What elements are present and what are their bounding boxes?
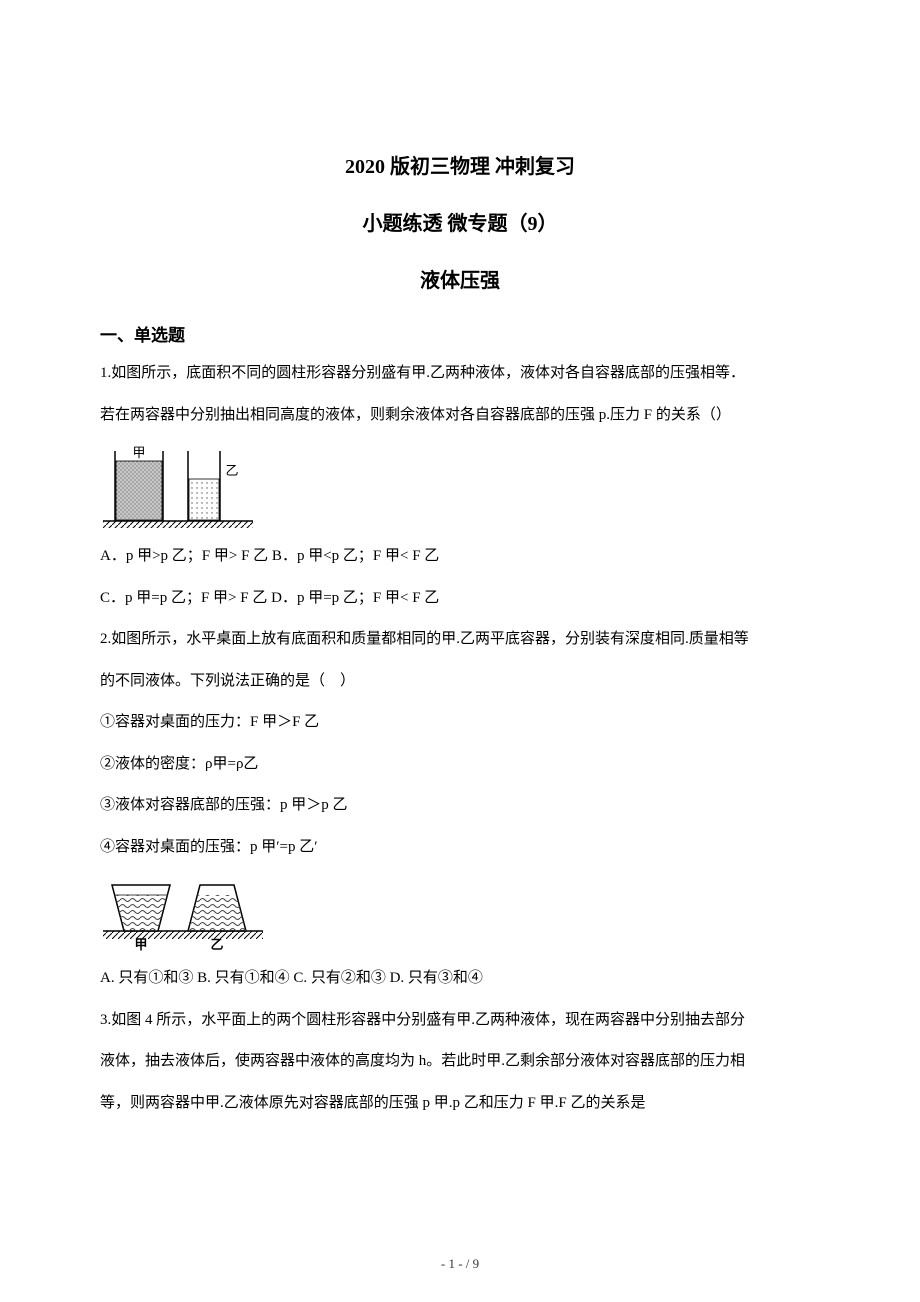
q2-figure: 甲 乙 (100, 873, 270, 953)
q1-stem-line1: 1.如图所示，底面积不同的圆柱形容器分别盛有甲.乙两种液体，液体对各自容器底部的… (100, 358, 820, 390)
q2-label-yi: 乙 (210, 937, 223, 952)
section-heading: 一、单选题 (100, 321, 820, 346)
q2-statement-3: ③液体对容器底部的压强：p 甲＞p 乙 (100, 790, 820, 822)
title-sub-2: 液体压强 (100, 264, 820, 293)
q3-stem-line1: 3.如图 4 所示，水平面上的两个圆柱形容器中分别盛有甲.乙两种液体，现在两容器… (100, 1005, 820, 1037)
q2-statement-1: ①容器对桌面的压力：F 甲＞F 乙 (100, 707, 820, 739)
q1-options-line1: A．p 甲>p 乙；F 甲> F 乙 B．p 甲<p 乙；F 甲< F 乙 (100, 541, 820, 573)
title-sub-1: 小题练透 微专题（9） (100, 207, 820, 236)
page-footer: - 1 - / 9 (100, 1256, 820, 1272)
document-page: 2020 版初三物理 冲刺复习 小题练透 微专题（9） 液体压强 一、单选题 1… (0, 0, 920, 1302)
q1-stem-line2: 若在两容器中分别抽出相同高度的液体，则剩余液体对各自容器底部的压强 p.压力 F… (100, 400, 820, 432)
title-main: 2020 版初三物理 冲刺复习 (100, 150, 820, 179)
q2-label-jia: 甲 (134, 937, 147, 952)
q1-label-yi: 乙 (225, 463, 238, 478)
q2-options: A. 只有①和③ B. 只有①和④ C. 只有②和③ D. 只有③和④ (100, 963, 820, 995)
q3-stem-line3: 等，则两容器中甲.乙液体原先对容器底部的压强 p 甲.p 乙和压力 F 甲.F … (100, 1088, 820, 1120)
q2-stem-line1: 2.如图所示，水平桌面上放有底面积和质量都相同的甲.乙两平底容器，分别装有深度相… (100, 624, 820, 656)
q1-label-jia: 甲 (132, 445, 145, 460)
q3-stem-line2: 液体，抽去液体后，使两容器中液体的高度均为 h。若此时甲.乙剩余部分液体对容器底… (100, 1046, 820, 1078)
q2-stem-line2: 的不同液体。下列说法正确的是（ ） (100, 666, 820, 698)
q1-figure: 甲 乙 (100, 441, 260, 531)
q2-statement-4: ④容器对桌面的压强：p 甲′=p 乙′ (100, 832, 820, 864)
q1-options-line2: C．p 甲=p 乙；F 甲> F 乙 D．p 甲=p 乙；F 甲< F 乙 (100, 583, 820, 615)
q2-statement-2: ②液体的密度：ρ甲=ρ乙 (100, 749, 820, 781)
